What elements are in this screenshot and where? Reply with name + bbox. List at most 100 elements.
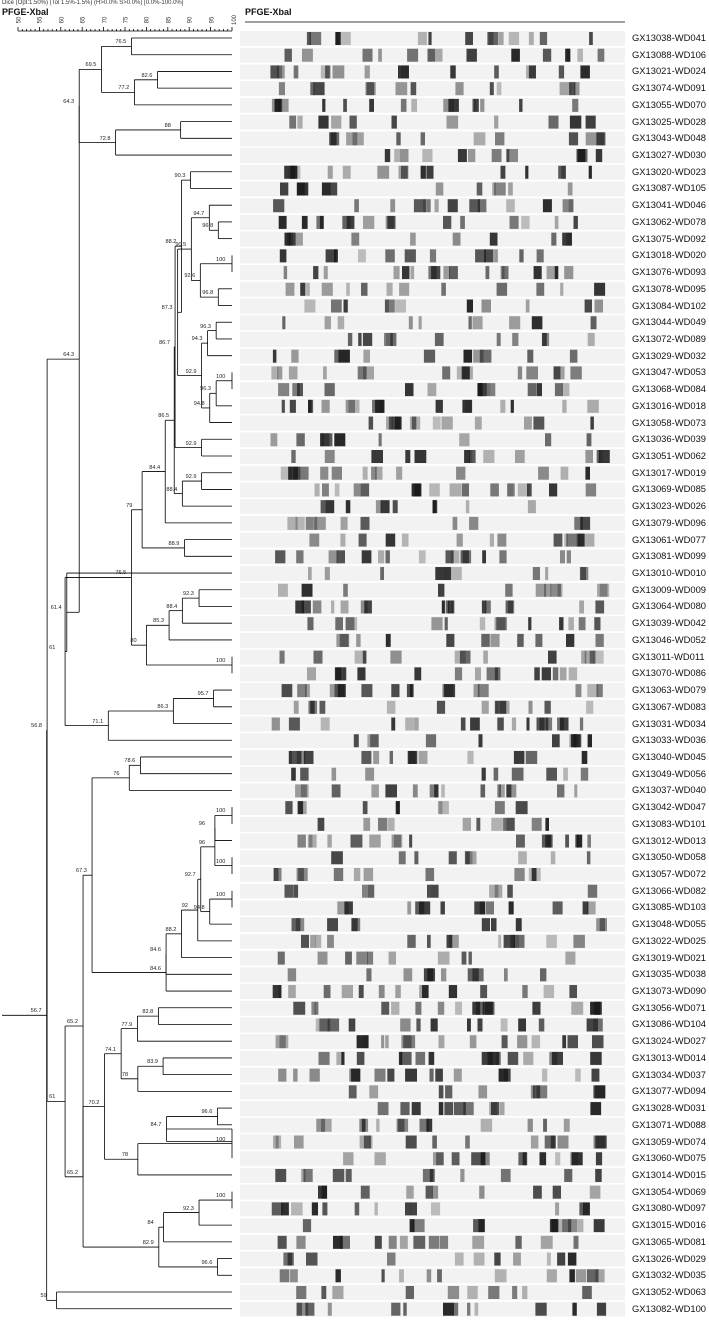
- gel-band: [357, 366, 367, 380]
- gel-band: [465, 399, 471, 413]
- isolate-label: GX13032-WD035: [632, 1269, 706, 1281]
- gel-band: [557, 583, 563, 597]
- gel-band: [409, 1219, 415, 1233]
- gel-band: [587, 734, 592, 748]
- node-similarity-label: 56.7: [30, 1008, 42, 1015]
- gel-band: [324, 450, 335, 463]
- node-similarity-label: 84.6: [150, 965, 161, 972]
- gel-band: [392, 500, 398, 514]
- gel-band: [568, 132, 579, 146]
- gel-band: [593, 1219, 605, 1233]
- gel-band: [394, 149, 400, 163]
- gel-band: [391, 115, 397, 129]
- gel-band: [590, 1051, 602, 1065]
- gel-band: [381, 1035, 385, 1049]
- gel-band: [574, 516, 583, 530]
- gel-band: [395, 416, 402, 430]
- gel-band: [544, 700, 551, 714]
- gel-band: [320, 500, 326, 514]
- gel-lane: [240, 1034, 625, 1050]
- gel-band: [522, 985, 528, 999]
- gel-band: [331, 600, 335, 614]
- gel-band: [438, 1085, 444, 1099]
- gel-band: [391, 1302, 401, 1316]
- gel-band: [422, 985, 429, 999]
- gel-band: [405, 1135, 417, 1149]
- gel-band: [549, 483, 558, 497]
- gel-band: [410, 266, 415, 280]
- gel-band: [449, 483, 462, 497]
- gel-lane: [240, 315, 625, 331]
- gel-band: [351, 918, 358, 932]
- gel-band: [295, 600, 305, 614]
- gel-band: [314, 516, 326, 530]
- gel-band: [515, 450, 525, 463]
- gel-band: [568, 617, 574, 631]
- gel-band: [436, 1152, 444, 1166]
- gel-band: [422, 149, 433, 163]
- gel-band: [559, 82, 571, 96]
- gel-band: [481, 383, 487, 397]
- gel-band: [496, 332, 501, 346]
- gel-band: [498, 1068, 506, 1082]
- gel-band: [528, 65, 536, 79]
- gel-band: [329, 182, 338, 196]
- isolate-label: GX13052-WD063: [632, 1286, 706, 1297]
- gel-band: [327, 934, 334, 948]
- gel-band: [488, 1286, 500, 1299]
- gel-band: [402, 533, 409, 547]
- gel-band: [316, 1118, 326, 1132]
- gel-band: [589, 1185, 601, 1199]
- gel-band: [453, 1068, 462, 1082]
- gel-band: [369, 1135, 373, 1149]
- gel-band: [450, 65, 455, 79]
- gel-band: [354, 650, 367, 664]
- gel-band: [404, 249, 416, 263]
- gel-band: [293, 1068, 298, 1082]
- gel-band: [566, 48, 571, 62]
- gel-band: [540, 968, 547, 982]
- gel-band: [525, 165, 529, 179]
- gel-band: [583, 1202, 590, 1216]
- gel-lane: [240, 1251, 625, 1267]
- gel-band: [348, 399, 360, 413]
- gel-band: [447, 1286, 460, 1299]
- gel-band: [321, 182, 331, 196]
- gel-band: [439, 1235, 449, 1249]
- gel-band: [465, 32, 473, 45]
- gel-band: [429, 483, 440, 497]
- gel-band: [399, 282, 410, 296]
- gel-band: [519, 98, 523, 112]
- gel-band: [362, 332, 373, 346]
- gel-band: [395, 985, 401, 999]
- gel-band: [573, 1235, 579, 1249]
- gel-band: [495, 132, 505, 146]
- gel-band: [531, 868, 537, 881]
- gel-band: [417, 32, 427, 45]
- gel-band: [553, 533, 563, 547]
- gel-band: [318, 115, 329, 129]
- gel-band: [481, 600, 487, 614]
- gel-band: [594, 282, 606, 296]
- node-similarity-label: 77.2: [118, 85, 130, 92]
- gel-band: [501, 266, 509, 280]
- node-similarity-label: 56.8: [31, 723, 42, 730]
- gel-band: [555, 1152, 561, 1166]
- gel-band: [454, 667, 463, 681]
- gel-lane: [240, 599, 625, 615]
- isolate-label: GX13018-WD020: [632, 249, 706, 261]
- gel-band: [595, 1168, 602, 1182]
- gel-band: [296, 1302, 309, 1316]
- gel-band: [548, 650, 557, 664]
- gel-band: [414, 851, 419, 865]
- gel-lane: [240, 31, 625, 46]
- gel-band: [410, 1202, 417, 1216]
- gel-band: [279, 1269, 290, 1283]
- gel-band: [346, 132, 358, 146]
- gel-band: [284, 884, 294, 898]
- gel-band: [391, 834, 402, 848]
- gel-band: [387, 1068, 395, 1082]
- node-similarity-label: 88.2: [165, 926, 177, 933]
- gel-band: [507, 1051, 519, 1065]
- gel-lane: [240, 148, 625, 164]
